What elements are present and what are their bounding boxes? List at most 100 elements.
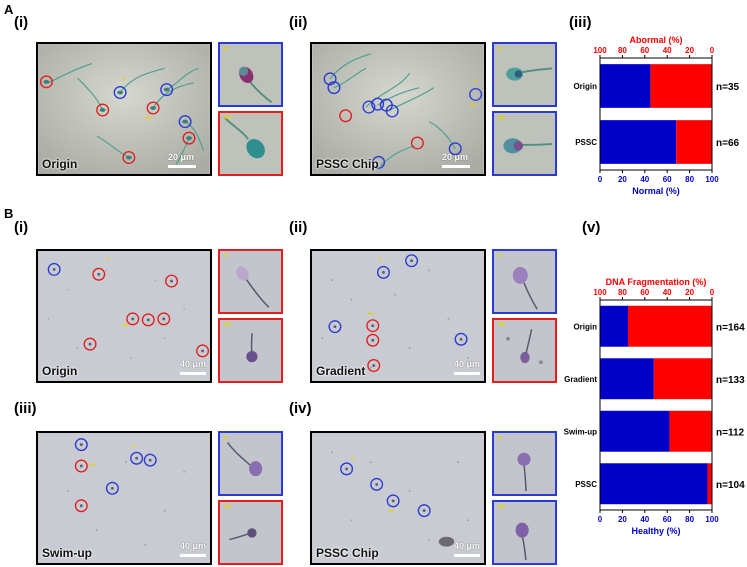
bar-dna xyxy=(628,305,712,347)
sperm-closeup xyxy=(494,502,555,563)
scale-bar xyxy=(454,372,480,375)
sample-size-label: n=164 xyxy=(716,322,745,333)
svg-text:**: ** xyxy=(388,507,395,516)
double-asterisk-marker: ** xyxy=(498,114,506,124)
bottom-tick-label: 0 xyxy=(598,175,603,184)
x-axis-label: Normal (%) xyxy=(632,186,680,196)
sublabel-a-ii: (ii) xyxy=(289,14,308,31)
panel-letter-b: B xyxy=(4,206,14,221)
inset-a-origin-abnormal: ** xyxy=(218,111,283,176)
sperm-closeup xyxy=(494,251,555,312)
chart-abnormal-normal: Abormal (%) 100 80 60 40 20 0 Origin n=35 PSSC n=6… xyxy=(573,35,740,196)
svg-text:**: ** xyxy=(470,101,477,110)
category-label: PSSC xyxy=(575,138,597,147)
scale-bar-label: 40 μm xyxy=(453,541,480,551)
svg-text:**: ** xyxy=(89,461,96,470)
asterisk-marker: * xyxy=(224,434,228,444)
inset-b-gradient-2: ** xyxy=(492,318,557,383)
bottom-tick-label: 40 xyxy=(640,515,649,524)
svg-text:**: ** xyxy=(367,310,374,319)
asterisk-marker: * xyxy=(498,252,502,262)
sublabel-b-iv: (iv) xyxy=(289,400,312,417)
sperm-closeup xyxy=(220,44,281,105)
sperm-field: * ** xyxy=(312,44,484,174)
bottom-tick-label: 60 xyxy=(663,175,672,184)
top-tick-label: 20 xyxy=(685,46,694,55)
top-tick-label: 40 xyxy=(663,46,672,55)
double-asterisk-marker: ** xyxy=(224,321,232,331)
inset-a-pssc-normal: * xyxy=(492,42,557,107)
micrograph-b-origin: * ** Origin 40 μm xyxy=(36,249,212,383)
top-tick-label: 0 xyxy=(710,46,715,55)
top-tick-label: 100 xyxy=(593,288,607,297)
scale-bar-label: 20 μm xyxy=(167,152,194,162)
top-tick-label: 80 xyxy=(618,46,627,55)
micrograph-b-pssc-chip: * ** PSSC Chip 40 μm xyxy=(310,431,486,565)
micrograph-a-pssc-chip: * ** PSSC Chip 20 μm xyxy=(310,42,486,176)
category-label: Gradient xyxy=(564,375,597,384)
sublabel-a-i: (i) xyxy=(14,14,29,31)
scale-bar xyxy=(454,554,480,557)
sample-size-label: n=112 xyxy=(716,427,745,438)
sperm-closeup xyxy=(220,113,281,174)
double-asterisk-marker: ** xyxy=(224,114,232,124)
sperm-closeup xyxy=(220,320,281,381)
scale-bar xyxy=(168,165,196,168)
image-caption: PSSC Chip xyxy=(316,157,379,171)
double-asterisk-marker: ** xyxy=(498,321,506,331)
inset-b-gradient-1: * xyxy=(492,249,557,314)
top-tick-label: 20 xyxy=(685,288,694,297)
category-label: Origin xyxy=(573,322,597,331)
svg-text:**: ** xyxy=(145,115,152,124)
scale-bar-label: 20 μm xyxy=(441,152,468,162)
double-asterisk-marker: ** xyxy=(224,503,232,513)
micrograph-b-swimup: * ** Swim-up 40 μm xyxy=(36,431,212,565)
bar-dna xyxy=(653,358,712,400)
sample-size-label: n=66 xyxy=(716,138,740,149)
sample-size-label: n=133 xyxy=(716,375,745,386)
sperm-closeup xyxy=(220,433,281,494)
image-caption: Origin xyxy=(42,157,78,171)
bar-dna xyxy=(707,463,712,505)
sample-size-label: n=104 xyxy=(716,480,745,491)
scale-bar-label: 40 μm xyxy=(453,359,480,369)
scale-bar xyxy=(180,554,206,557)
panel-letter-a: A xyxy=(4,2,14,17)
svg-text:*: * xyxy=(379,256,383,265)
sublabel-b-i: (i) xyxy=(14,219,29,236)
bar-healthy xyxy=(600,410,670,452)
inset-b-origin-1: * xyxy=(218,249,283,314)
bottom-tick-label: 100 xyxy=(705,175,719,184)
asterisk-marker: * xyxy=(498,45,502,55)
svg-text:*: * xyxy=(107,256,111,265)
bar-normal xyxy=(600,120,677,164)
top-tick-label: 40 xyxy=(663,288,672,297)
sperm-field: * ** xyxy=(38,251,210,381)
double-asterisk-marker: ** xyxy=(498,503,506,513)
bottom-tick-label: 100 xyxy=(705,515,719,524)
plot-frame xyxy=(599,57,713,171)
plot-frame xyxy=(599,299,713,511)
inset-b-swimup-2: ** xyxy=(218,500,283,565)
bar-healthy xyxy=(600,358,654,400)
sperm-field: * ** xyxy=(38,433,210,563)
image-caption: Gradient xyxy=(316,364,366,378)
bar-abormal xyxy=(650,64,712,108)
bar-healthy xyxy=(600,463,708,505)
bottom-tick-label: 20 xyxy=(618,175,627,184)
scale-bar-label: 40 μm xyxy=(179,359,206,369)
sperm-field: * ** xyxy=(38,44,210,174)
category-label: Swim-up xyxy=(564,427,597,436)
sperm-closeup xyxy=(494,113,555,174)
scale-bar xyxy=(180,372,206,375)
chart-top-title: DNA Fragmentation (%) xyxy=(606,277,707,287)
sperm-closeup xyxy=(494,433,555,494)
bar-healthy xyxy=(600,305,628,347)
bottom-tick-label: 80 xyxy=(685,175,694,184)
image-caption: Swim-up xyxy=(42,546,92,560)
inset-b-swimup-1: * xyxy=(218,431,283,496)
sperm-closeup xyxy=(220,251,281,312)
sublabel-b-ii: (ii) xyxy=(289,219,308,236)
asterisk-marker: * xyxy=(498,434,502,444)
top-tick-label: 80 xyxy=(618,288,627,297)
